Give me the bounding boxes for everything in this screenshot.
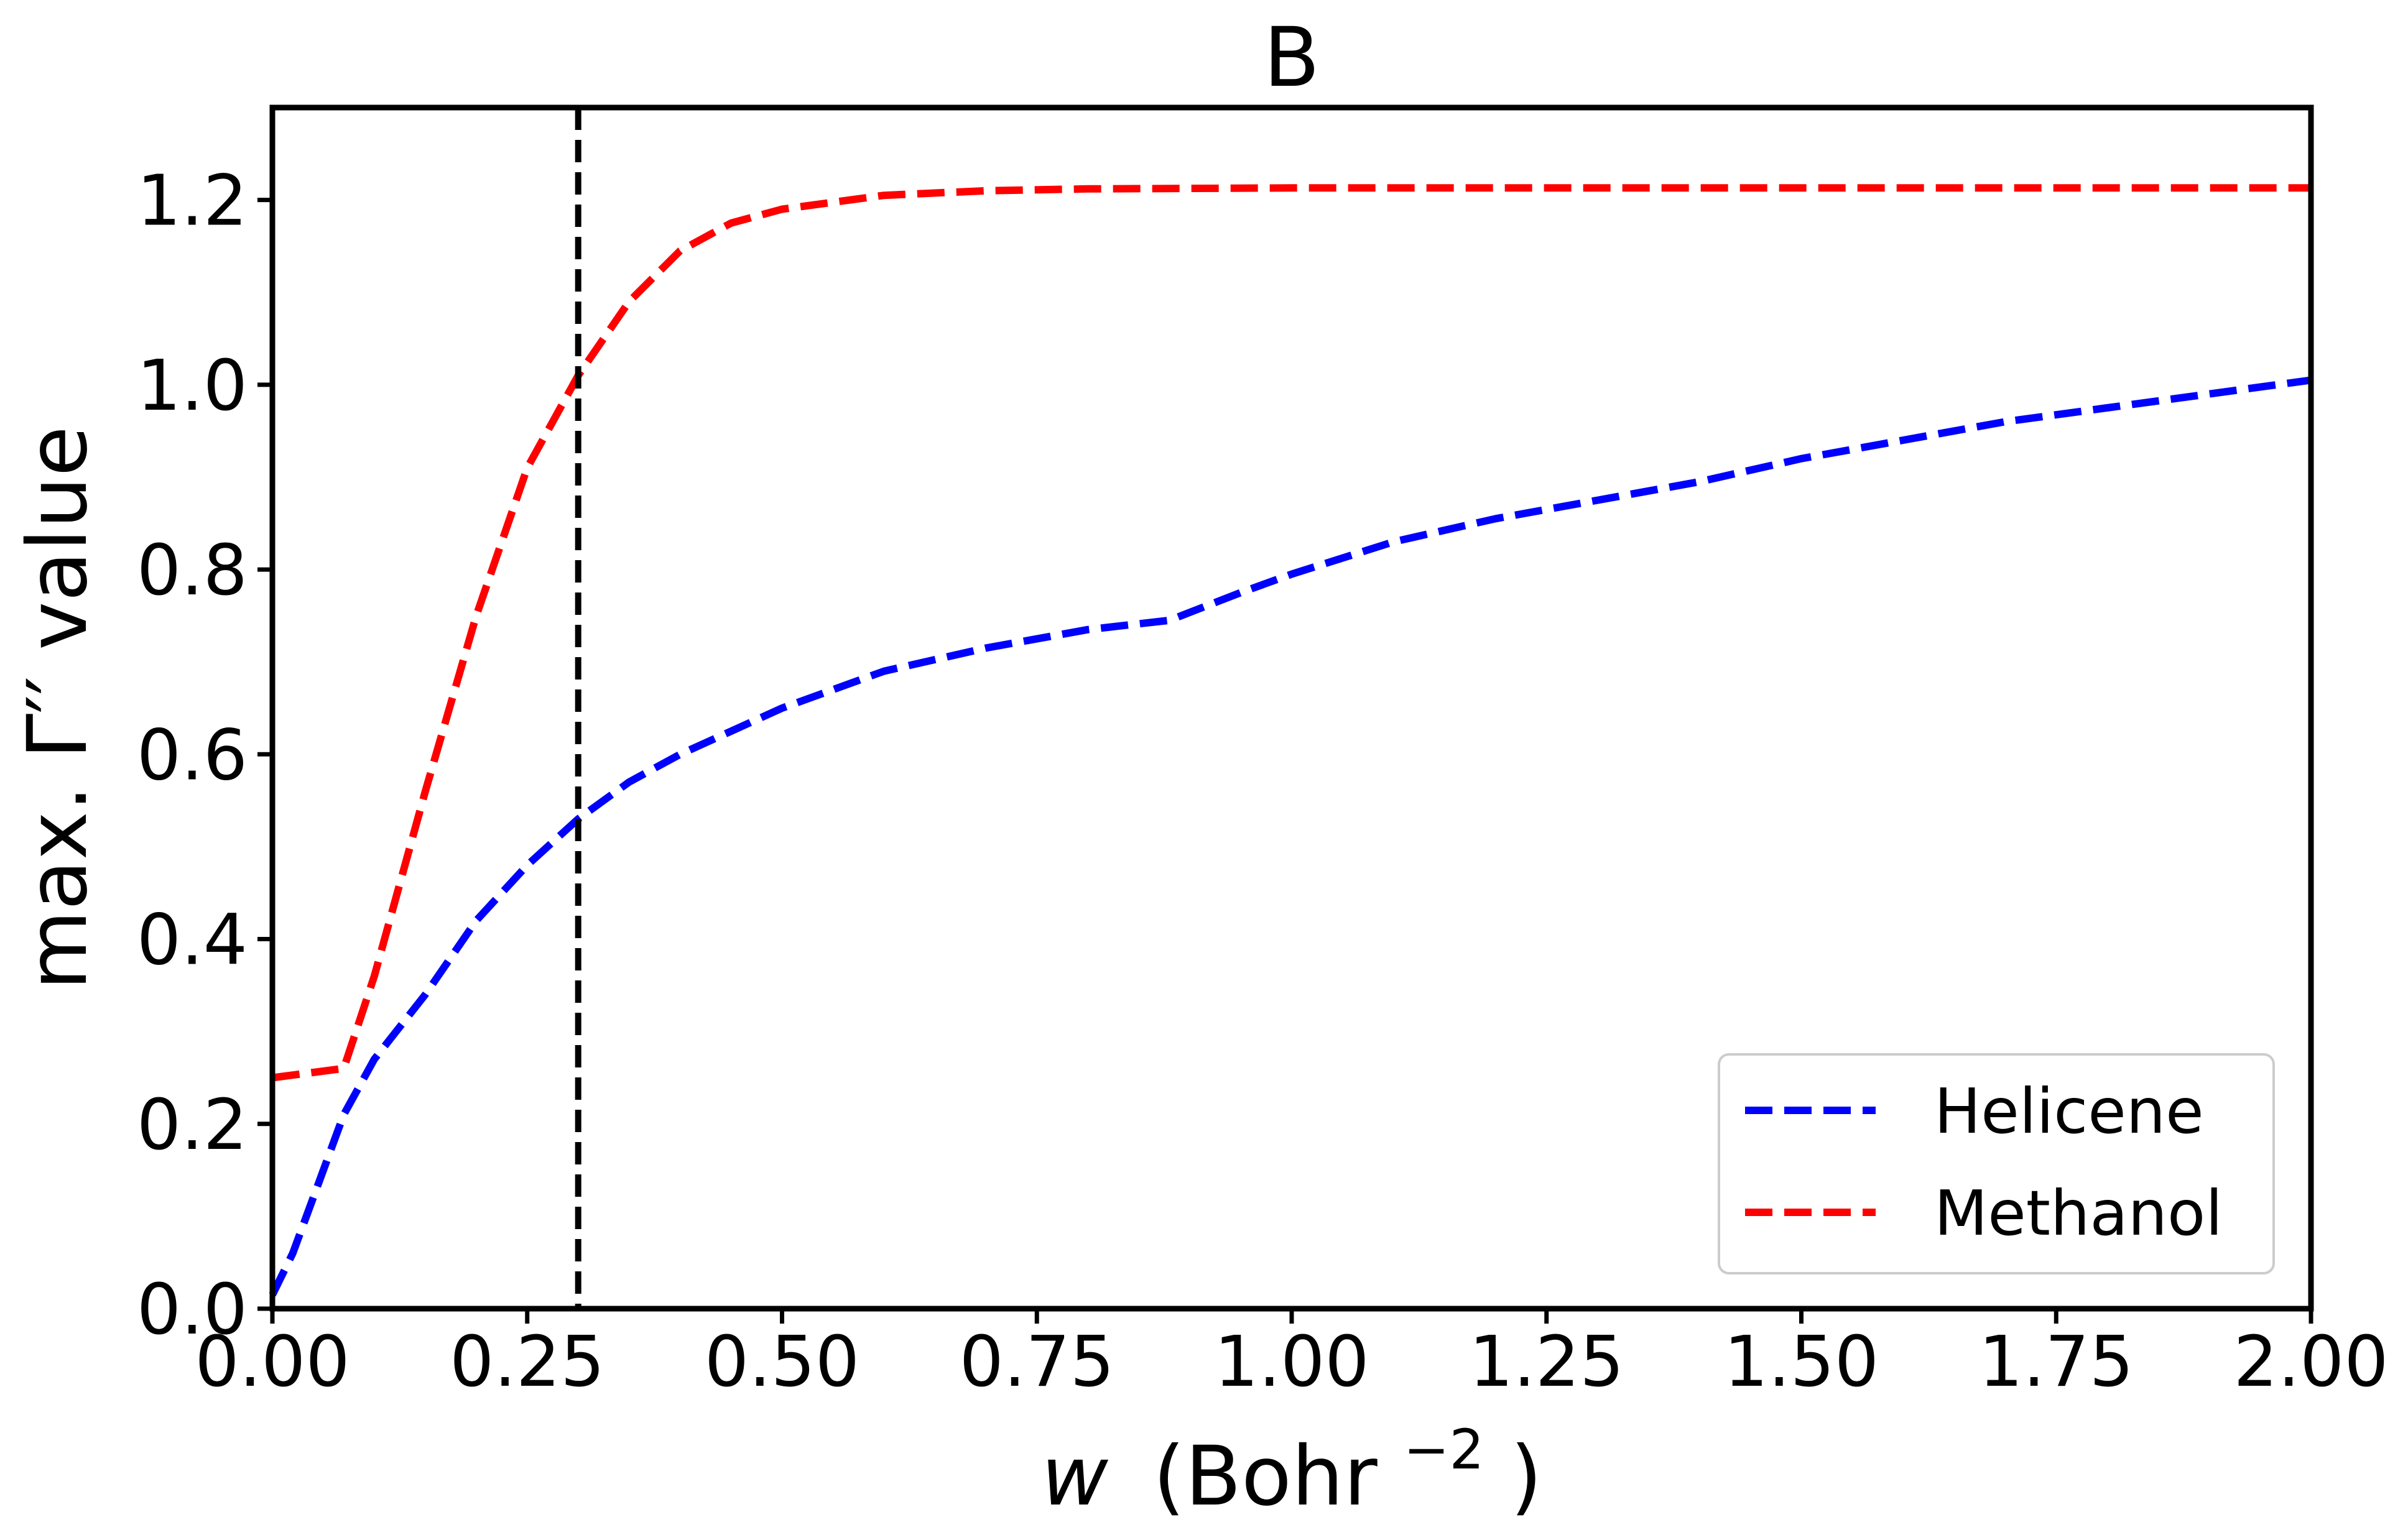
x-axis-label-pre: (Bohr [1153, 1429, 1378, 1524]
x-tick-label: 1.75 [1979, 1322, 2134, 1403]
x-axis-label: w (Bohr −2 ) [1041, 1393, 1542, 1524]
x-tick-label: 1.50 [1724, 1322, 1879, 1403]
x-tick-label: 0.00 [195, 1322, 350, 1403]
chart-title: B [1264, 10, 1320, 106]
legend-box [1718, 1053, 2275, 1274]
x-tick-label: 1.00 [1214, 1322, 1369, 1403]
y-axis-label: max. Γ′′ value [10, 426, 106, 990]
series-methanol-line [272, 184, 2311, 1082]
y-ticks: 0.0 0.2 0.4 0.6 0.8 1.0 1.2 [137, 161, 272, 1350]
legend: Helicene Methanol [1718, 1053, 2275, 1274]
legend-helicene-label: Helicene [1934, 1075, 2204, 1148]
y-tick-label: 0.2 [137, 1085, 248, 1166]
x-tick-label: 0.25 [450, 1322, 604, 1403]
x-tick-label: 2.00 [2233, 1322, 2388, 1403]
legend-methanol-label: Methanol [1934, 1177, 2223, 1250]
y-tick-label: 1.0 [137, 346, 248, 426]
x-axis-label-sup: −2 [1404, 1417, 1484, 1482]
x-tick-label: 0.75 [960, 1322, 1114, 1403]
x-axis-label-italic: w [1041, 1429, 1109, 1524]
x-axis-label-post: ) [1510, 1429, 1542, 1524]
y-tick-label: 1.2 [137, 161, 248, 242]
y-tick-label: 0.0 [137, 1270, 248, 1350]
y-tick-label: 0.6 [137, 715, 248, 796]
x-tick-label: 0.50 [705, 1322, 859, 1403]
y-tick-label: 0.4 [137, 900, 248, 981]
x-ticks: 0.00 0.25 0.50 0.75 1.00 1.25 1.50 1.75 2.00 [195, 1309, 2389, 1403]
series-layer [269, 184, 2312, 1297]
x-tick-label: 1.25 [1469, 1322, 1624, 1403]
series-helicene-line [269, 376, 2312, 1297]
y-tick-label: 0.8 [137, 530, 248, 611]
